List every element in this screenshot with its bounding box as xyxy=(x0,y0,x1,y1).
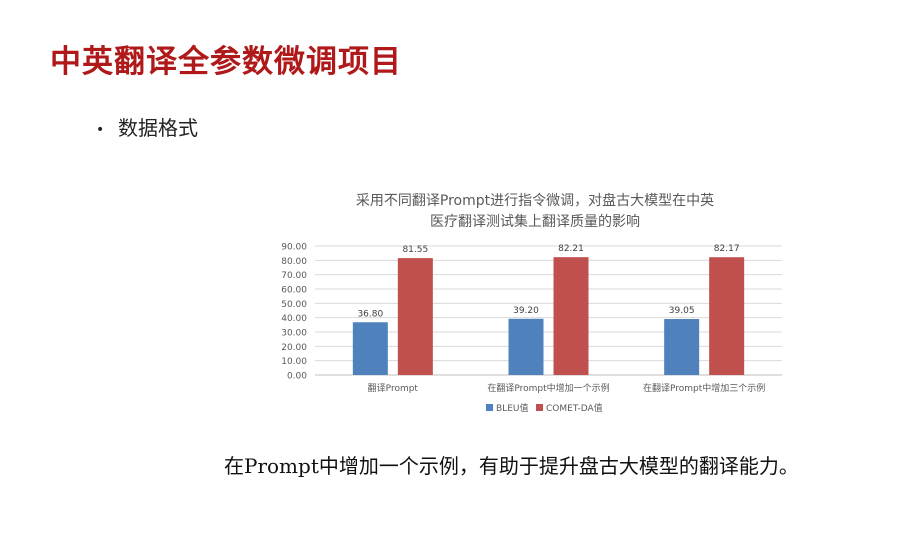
bar-comet xyxy=(553,257,589,375)
data-label: 82.21 xyxy=(558,244,584,254)
bars xyxy=(352,257,745,375)
chart-svg: 采用不同翻译Prompt进行指令微调，对盘古大模型在中英 医疗翻译测试集上翻译质… xyxy=(281,192,782,414)
x-axis-ticks: 翻译Prompt 在翻译Prompt中增加一个示例 在翻译Prompt中增加三个示例 xyxy=(368,382,766,394)
data-label: 81.55 xyxy=(402,245,428,255)
y-axis-ticks: 0.00 10.00 20.00 30.00 40.00 50.00 60.00 70.00 8… xyxy=(281,243,307,382)
y-tick-label: 90.00 xyxy=(281,243,307,253)
legend-swatch xyxy=(486,404,493,411)
legend-swatch xyxy=(536,404,543,411)
data-labels: 36.80 81.55 39.20 82.21 39.05 82.17 xyxy=(357,244,739,319)
y-tick-label: 70.00 xyxy=(281,271,307,281)
bullet-text: 数据格式 xyxy=(118,116,198,140)
bar-comet xyxy=(709,257,745,375)
data-label: 39.20 xyxy=(513,306,539,316)
legend: BLEU值 COMET-DA值 xyxy=(486,402,603,414)
data-label: 36.80 xyxy=(357,309,383,319)
gridlines xyxy=(315,245,782,376)
x-tick-label: 在翻译Prompt中增加一个示例 xyxy=(487,382,609,394)
y-tick-label: 60.00 xyxy=(281,286,307,296)
data-label: 82.17 xyxy=(714,244,740,254)
bullet-dot-icon: • xyxy=(96,121,105,138)
bar-chart: 采用不同翻译Prompt进行指令微调，对盘古大模型在中英 医疗翻译测试集上翻译质… xyxy=(270,182,800,422)
bar-bleu xyxy=(508,318,544,375)
conclusion-caption: 在Prompt中增加一个示例，有助于提升盘古大模型的翻译能力。 xyxy=(224,454,799,478)
chart-title-line-1: 采用不同翻译Prompt进行指令微调，对盘古大模型在中英 xyxy=(356,192,714,209)
slide-title: 中英翻译全参数微调项目 xyxy=(50,44,402,80)
y-tick-label: 80.00 xyxy=(281,257,307,267)
y-tick-label: 10.00 xyxy=(281,357,307,367)
x-tick-label: 在翻译Prompt中增加三个示例 xyxy=(643,382,765,394)
y-tick-label: 20.00 xyxy=(281,343,307,353)
bar-bleu xyxy=(352,322,388,375)
legend-label: BLEU值 xyxy=(496,402,528,414)
y-tick-label: 30.00 xyxy=(281,329,307,339)
y-tick-label: 40.00 xyxy=(281,314,307,324)
x-tick-label: 翻译Prompt xyxy=(368,383,419,394)
bullet-item: • 数据格式 xyxy=(96,112,198,141)
bar-comet xyxy=(397,258,433,375)
y-tick-label: 50.00 xyxy=(281,300,307,310)
legend-label: COMET-DA值 xyxy=(546,402,603,414)
y-tick-label: 0.00 xyxy=(287,372,307,382)
bar-bleu xyxy=(664,319,700,375)
chart-title-line-2: 医疗翻译测试集上翻译质量的影响 xyxy=(430,213,640,230)
data-label: 39.05 xyxy=(669,306,695,316)
